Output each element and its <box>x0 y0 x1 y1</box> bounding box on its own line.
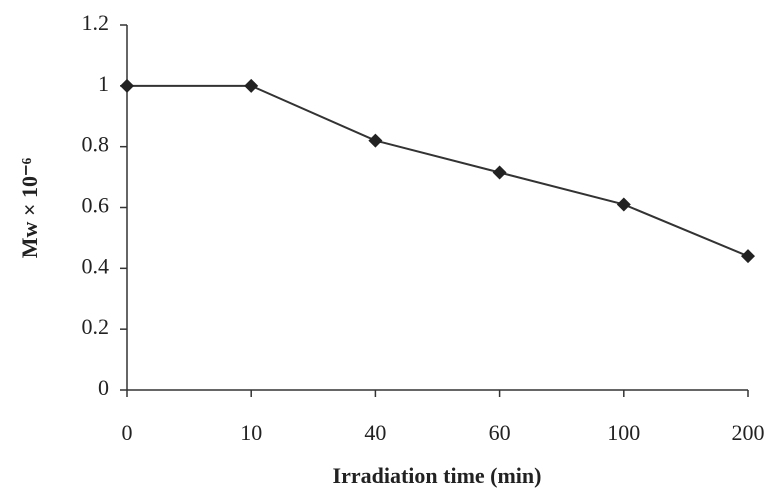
y-tick-label: 0.4 <box>82 253 110 278</box>
x-tick-label: 60 <box>489 420 511 445</box>
y-tick-label: 0 <box>98 375 109 400</box>
y-tick-label: 0.8 <box>82 132 110 157</box>
marker <box>368 134 382 148</box>
marker <box>244 79 258 93</box>
x-axis-label: Irradiation time (min) <box>333 463 542 488</box>
x-tick-label: 10 <box>240 420 262 445</box>
y-tick-label: 0.6 <box>82 193 110 218</box>
x-tick-label: 100 <box>607 420 640 445</box>
x-tick-label: 40 <box>364 420 386 445</box>
line <box>127 86 748 256</box>
marker <box>617 197 631 211</box>
marker <box>493 166 507 180</box>
y-tick-label: 1 <box>98 71 109 96</box>
chart: Irradiation time (min) Mw × 10⁻⁶ 0 0.2 0.4… <box>0 0 770 492</box>
y-tick-label: 1.2 <box>82 10 110 35</box>
marker <box>741 249 755 263</box>
x-tick-label: 0 <box>122 420 133 445</box>
marker <box>120 79 134 93</box>
y-tick-label: 0.2 <box>82 314 110 339</box>
y-axis-label: Mw × 10⁻⁶ <box>17 157 42 258</box>
x-tick-label: 200 <box>732 420 765 445</box>
